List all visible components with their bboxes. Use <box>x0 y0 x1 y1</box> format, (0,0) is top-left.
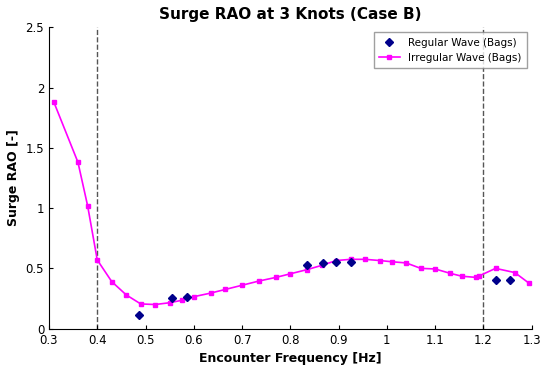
Irregular Wave (Bags) <box>50 100 57 104</box>
Regular Wave (Bags) <box>183 295 190 299</box>
Irregular Wave (Bags) <box>75 160 81 164</box>
Line: Regular Wave (Bags): Regular Wave (Bags) <box>136 259 513 318</box>
Regular Wave (Bags) <box>507 278 513 282</box>
Title: Surge RAO at 3 Knots (Case B): Surge RAO at 3 Knots (Case B) <box>159 7 421 22</box>
Irregular Wave (Bags) <box>492 266 499 270</box>
Irregular Wave (Bags) <box>167 301 173 305</box>
Irregular Wave (Bags) <box>123 293 129 297</box>
Irregular Wave (Bags) <box>473 275 480 280</box>
Irregular Wave (Bags) <box>362 257 368 262</box>
Irregular Wave (Bags) <box>179 298 185 302</box>
Regular Wave (Bags) <box>347 260 354 264</box>
Irregular Wave (Bags) <box>208 291 214 295</box>
Irregular Wave (Bags) <box>152 302 158 307</box>
Irregular Wave (Bags) <box>256 279 262 283</box>
Irregular Wave (Bags) <box>84 203 91 208</box>
Irregular Wave (Bags) <box>272 275 279 280</box>
Regular Wave (Bags) <box>169 296 175 300</box>
Regular Wave (Bags) <box>136 312 142 317</box>
Irregular Wave (Bags) <box>526 281 533 286</box>
Irregular Wave (Bags) <box>239 283 246 288</box>
Irregular Wave (Bags) <box>138 302 144 306</box>
Regular Wave (Bags) <box>320 261 327 265</box>
Legend: Regular Wave (Bags), Irregular Wave (Bags): Regular Wave (Bags), Irregular Wave (Bag… <box>374 32 527 68</box>
Irregular Wave (Bags) <box>418 266 424 270</box>
Irregular Wave (Bags) <box>94 258 100 262</box>
Irregular Wave (Bags) <box>109 279 115 284</box>
Irregular Wave (Bags) <box>432 267 438 271</box>
Irregular Wave (Bags) <box>512 270 518 275</box>
X-axis label: Encounter Frequency [Hz]: Encounter Frequency [Hz] <box>199 352 381 365</box>
Regular Wave (Bags) <box>333 260 340 264</box>
Irregular Wave (Bags) <box>447 271 453 275</box>
Irregular Wave (Bags) <box>403 261 409 265</box>
Irregular Wave (Bags) <box>389 260 395 264</box>
Irregular Wave (Bags) <box>376 258 383 263</box>
Irregular Wave (Bags) <box>287 272 294 276</box>
Irregular Wave (Bags) <box>475 274 482 278</box>
Regular Wave (Bags) <box>304 263 311 267</box>
Line: Irregular Wave (Bags): Irregular Wave (Bags) <box>52 100 532 307</box>
Irregular Wave (Bags) <box>191 295 197 299</box>
Irregular Wave (Bags) <box>304 267 311 272</box>
Irregular Wave (Bags) <box>333 258 340 263</box>
Y-axis label: Surge RAO [-]: Surge RAO [-] <box>7 129 20 227</box>
Irregular Wave (Bags) <box>347 257 354 262</box>
Irregular Wave (Bags) <box>222 287 229 292</box>
Irregular Wave (Bags) <box>459 274 465 278</box>
Regular Wave (Bags) <box>492 278 499 282</box>
Irregular Wave (Bags) <box>318 263 325 267</box>
